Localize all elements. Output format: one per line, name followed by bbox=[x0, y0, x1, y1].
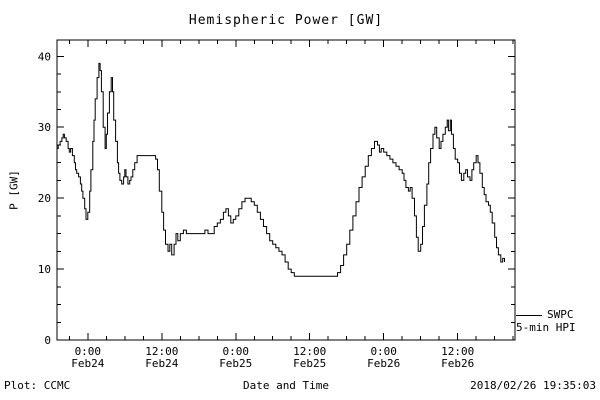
svg-text:Feb26: Feb26 bbox=[441, 357, 474, 370]
plot-timestamp: 2018/02/26 19:35:03 bbox=[470, 379, 596, 392]
svg-text:Feb25: Feb25 bbox=[219, 357, 252, 370]
svg-text:0: 0 bbox=[44, 334, 51, 347]
y-axis-label: P [GW] bbox=[7, 170, 21, 210]
svg-text:12:00: 12:00 bbox=[145, 345, 178, 358]
svg-text:12:00: 12:00 bbox=[441, 345, 474, 358]
chart-title: Hemispheric Power [GW] bbox=[188, 13, 384, 28]
x-axis-label: Date and Time bbox=[242, 379, 330, 392]
svg-text:0:00: 0:00 bbox=[75, 345, 102, 358]
svg-text:Feb25: Feb25 bbox=[293, 357, 326, 370]
svg-text:Feb24: Feb24 bbox=[71, 357, 104, 370]
legend-series-sublabel: 5-min HPI bbox=[516, 321, 576, 334]
legend: SWPC 5-min HPI bbox=[516, 309, 600, 334]
plot-source-text: Plot: CCMC bbox=[4, 379, 71, 392]
svg-text:Feb24: Feb24 bbox=[145, 357, 178, 370]
svg-text:0:00: 0:00 bbox=[223, 345, 250, 358]
svg-text:0:00: 0:00 bbox=[370, 345, 397, 358]
legend-line-swatch bbox=[516, 314, 542, 316]
svg-text:40: 40 bbox=[38, 50, 51, 63]
svg-text:10: 10 bbox=[38, 263, 51, 276]
legend-series-label: SWPC bbox=[547, 308, 574, 321]
svg-text:Feb26: Feb26 bbox=[367, 357, 400, 370]
svg-text:12:00: 12:00 bbox=[293, 345, 326, 358]
svg-text:30: 30 bbox=[38, 121, 51, 134]
svg-text:20: 20 bbox=[38, 192, 51, 205]
